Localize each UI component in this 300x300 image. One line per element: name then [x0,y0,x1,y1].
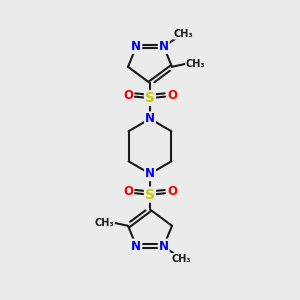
Text: CH₃: CH₃ [172,254,191,264]
Text: O: O [167,88,177,101]
Text: N: N [159,40,169,53]
Text: N: N [159,239,169,253]
Text: N: N [131,40,141,53]
Text: N: N [131,239,141,253]
Text: S: S [145,188,155,202]
Text: CH₃: CH₃ [174,29,194,39]
Text: CH₃: CH₃ [186,59,206,69]
Text: N: N [145,167,155,180]
Text: S: S [145,91,155,105]
Text: O: O [167,185,177,198]
Text: O: O [123,185,133,198]
Text: CH₃: CH₃ [94,218,114,228]
Text: O: O [123,88,133,101]
Text: N: N [145,112,155,125]
